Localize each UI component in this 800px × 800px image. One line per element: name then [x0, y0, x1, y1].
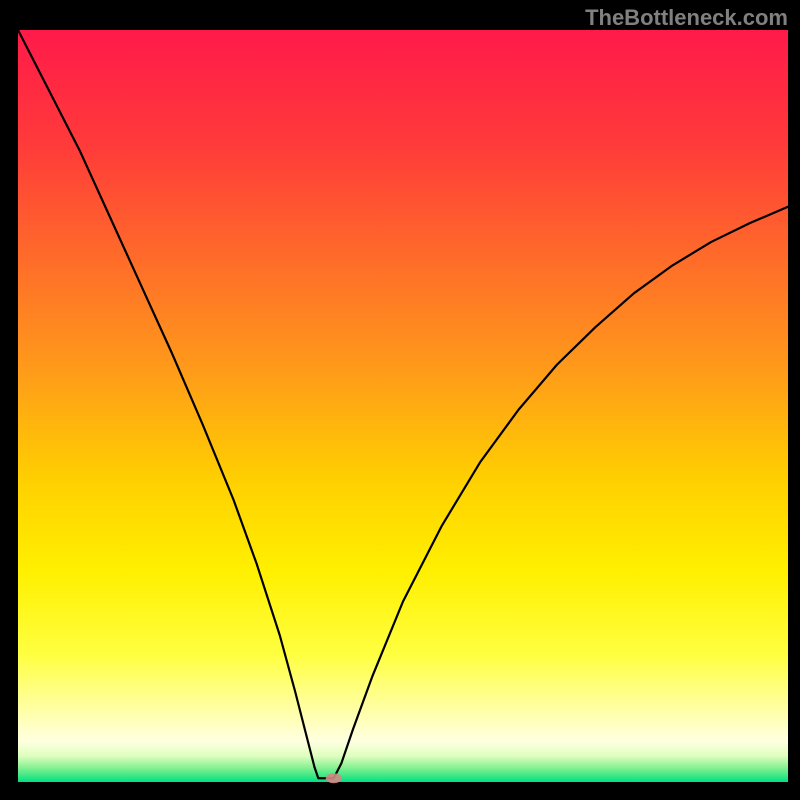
watermark-text: TheBottleneck.com	[585, 5, 788, 31]
plot-background	[18, 30, 788, 782]
bottleneck-chart	[0, 0, 800, 800]
optimum-marker	[326, 773, 342, 783]
